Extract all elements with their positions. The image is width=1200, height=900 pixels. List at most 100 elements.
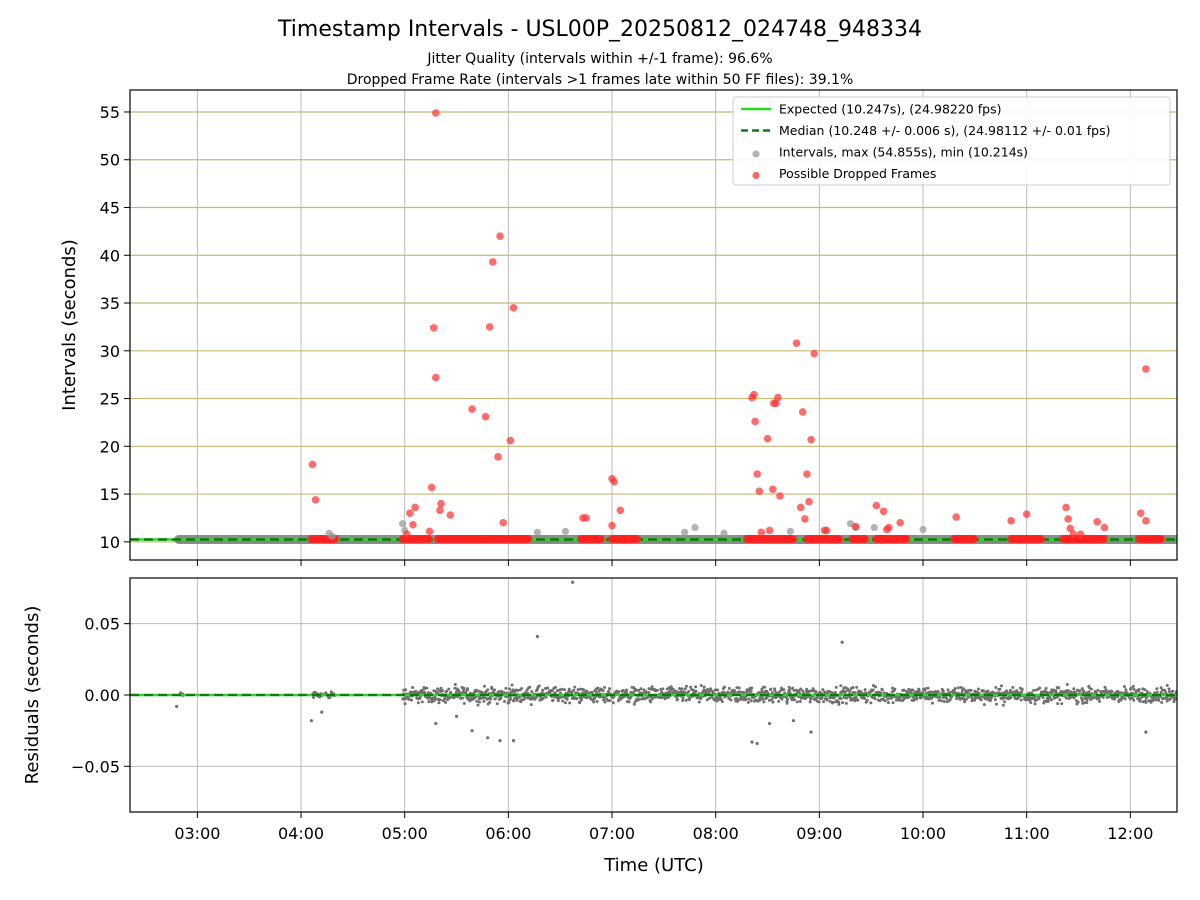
residual-point bbox=[495, 702, 499, 706]
residual-point bbox=[823, 690, 827, 694]
interval-point bbox=[328, 532, 336, 540]
residual-point bbox=[674, 689, 678, 693]
dropped-frame-cluster-point bbox=[632, 534, 641, 543]
residual-point bbox=[814, 690, 818, 694]
residual-point bbox=[632, 702, 636, 706]
dropped-frame-point bbox=[822, 526, 831, 535]
residual-point bbox=[795, 700, 799, 704]
residual-point bbox=[1131, 684, 1135, 688]
residual-point bbox=[801, 689, 805, 693]
residual-point bbox=[1000, 684, 1004, 688]
residual-point bbox=[716, 688, 720, 692]
residual-point bbox=[447, 687, 451, 691]
residual-point bbox=[592, 700, 596, 704]
residual-point bbox=[804, 696, 808, 700]
residual-point bbox=[601, 689, 605, 693]
residual-point bbox=[822, 700, 826, 704]
residual-point bbox=[1171, 689, 1175, 693]
residual-point bbox=[1017, 691, 1021, 695]
residual-point bbox=[1064, 696, 1068, 700]
residual-point bbox=[788, 688, 792, 692]
residual-point bbox=[573, 685, 577, 689]
residual-point bbox=[426, 691, 430, 695]
residual-point bbox=[879, 691, 883, 695]
residual-point bbox=[760, 689, 764, 693]
legend-marker-swatch bbox=[752, 150, 760, 158]
residual-point bbox=[465, 687, 469, 691]
residual-point bbox=[649, 700, 653, 704]
residual-point bbox=[773, 689, 777, 693]
residual-point bbox=[1003, 700, 1007, 704]
residual-point bbox=[482, 684, 486, 688]
dropped-frame-point bbox=[763, 434, 772, 443]
residual-point bbox=[1048, 696, 1052, 700]
residual-point bbox=[510, 683, 514, 687]
dropped-frame-point bbox=[311, 496, 320, 504]
residual-point bbox=[1137, 687, 1141, 691]
residual-point bbox=[497, 690, 501, 694]
residual-point bbox=[492, 688, 496, 692]
residual-point bbox=[555, 689, 559, 693]
residual-point bbox=[1004, 689, 1008, 693]
residual-point bbox=[597, 689, 601, 693]
residual-point bbox=[844, 701, 848, 705]
residual-point bbox=[434, 697, 438, 701]
residual-point bbox=[627, 700, 631, 704]
chart-title: Timestamp Intervals - USL00P_20250812_02… bbox=[277, 17, 922, 42]
residual-point bbox=[514, 696, 518, 700]
residual-point bbox=[735, 686, 739, 690]
residual-point bbox=[567, 687, 571, 691]
residual-point bbox=[994, 685, 998, 689]
residual-point bbox=[436, 687, 440, 691]
residual-point bbox=[561, 699, 565, 703]
residual-point bbox=[707, 696, 711, 700]
residual-point bbox=[979, 698, 983, 702]
residual-point bbox=[694, 685, 698, 689]
residual-point bbox=[314, 691, 318, 695]
interval-point bbox=[691, 523, 699, 532]
residual-point bbox=[324, 691, 328, 695]
residual-point bbox=[632, 691, 636, 695]
residual-point bbox=[1157, 698, 1161, 702]
residual-point bbox=[595, 699, 599, 703]
dropped-frame-point bbox=[755, 487, 764, 496]
residual-point bbox=[483, 696, 487, 700]
residual-point bbox=[962, 697, 966, 701]
x-tick-label: 04:00 bbox=[278, 824, 324, 843]
residual-point bbox=[476, 703, 480, 707]
top-y-tick-label: 25 bbox=[100, 390, 120, 409]
residual-point bbox=[833, 691, 837, 695]
residual-point bbox=[953, 686, 957, 690]
top-plot-area bbox=[130, 109, 1177, 544]
chart-subtitle-dropped: Dropped Frame Rate (intervals >1 frames … bbox=[347, 72, 854, 88]
residual-point bbox=[443, 697, 447, 701]
residual-outlier-point bbox=[320, 710, 324, 714]
residual-point bbox=[828, 699, 832, 703]
residual-outlier-point bbox=[309, 719, 314, 723]
residual-point bbox=[1132, 688, 1136, 692]
legend-box bbox=[732, 96, 1171, 186]
interval-point bbox=[870, 523, 878, 532]
residual-point bbox=[1029, 701, 1033, 705]
residual-point bbox=[1132, 698, 1136, 702]
residual-point bbox=[1155, 690, 1159, 694]
residual-point bbox=[520, 687, 524, 691]
residual-point bbox=[579, 697, 583, 701]
dropped-frame-point bbox=[851, 522, 860, 531]
residual-point bbox=[617, 690, 621, 694]
residual-point bbox=[990, 695, 994, 699]
residual-point bbox=[869, 701, 873, 705]
residual-point bbox=[1096, 688, 1100, 692]
residual-point bbox=[863, 696, 867, 700]
residual-point bbox=[1155, 687, 1159, 691]
residual-point bbox=[817, 700, 821, 704]
residual-point bbox=[441, 689, 445, 693]
residual-point bbox=[683, 687, 687, 691]
top-y-tick-label: 55 bbox=[100, 103, 120, 122]
residual-point bbox=[831, 691, 835, 695]
residual-point bbox=[1033, 702, 1037, 706]
residual-point bbox=[490, 687, 494, 691]
residual-point bbox=[311, 695, 315, 699]
dropped-frame-point bbox=[402, 530, 411, 539]
